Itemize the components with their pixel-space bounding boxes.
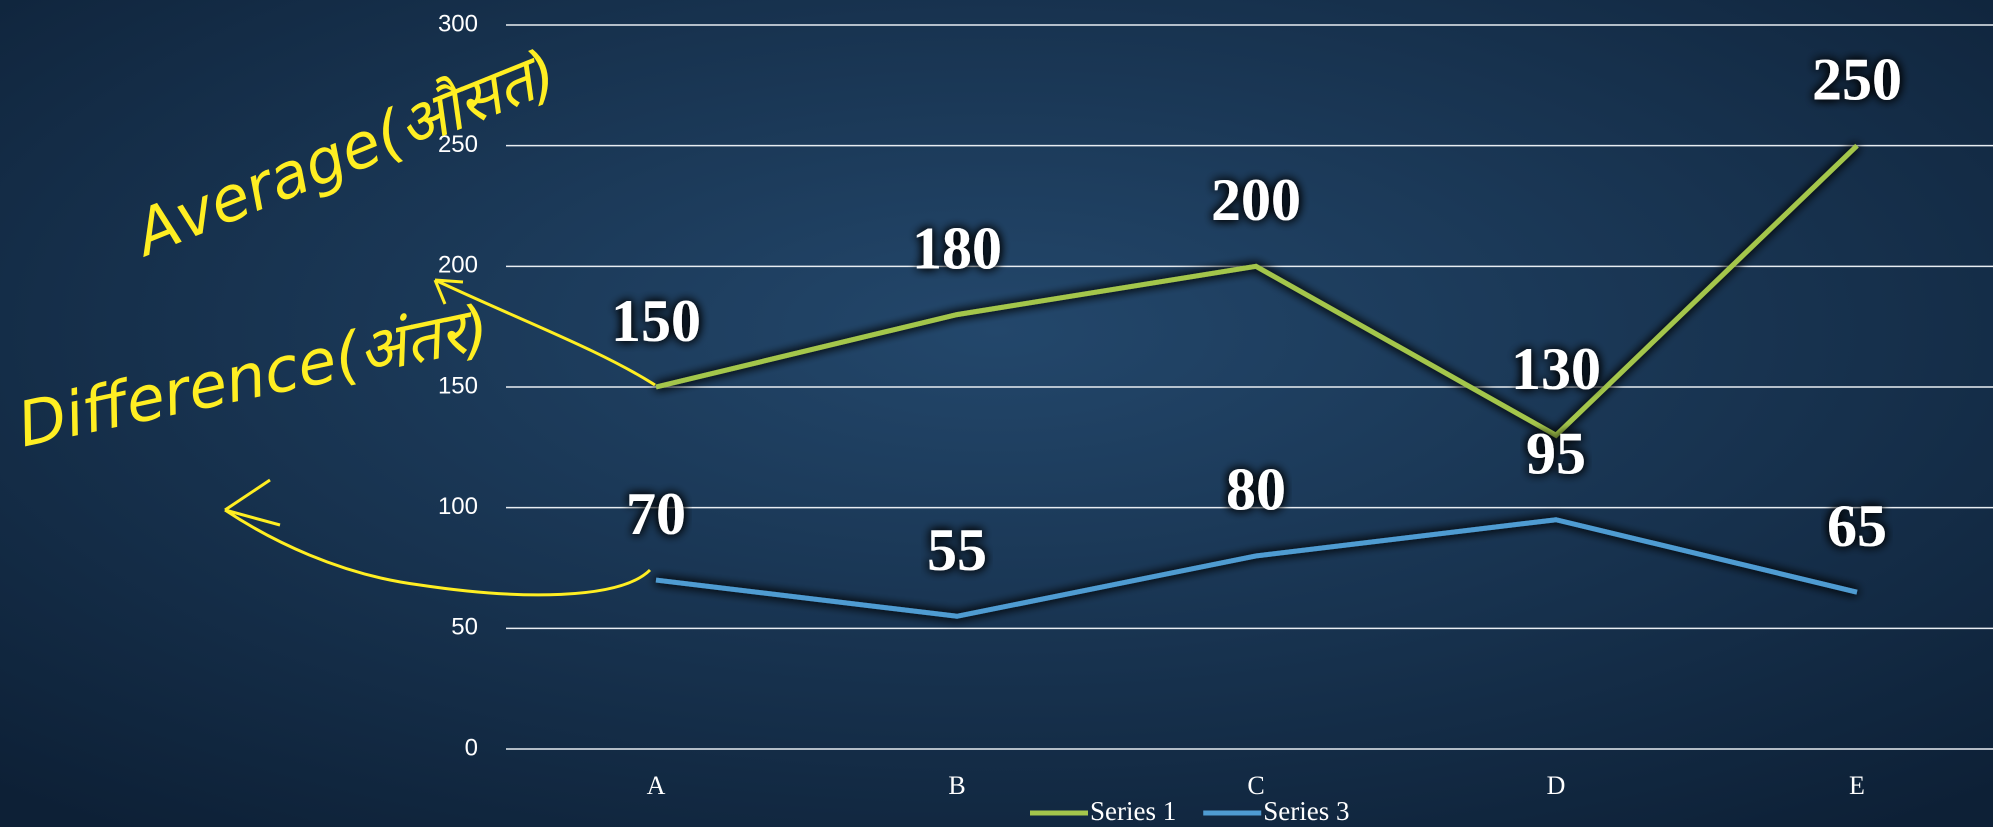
x-tick-label: B (948, 771, 965, 800)
data-label: 70 (626, 481, 686, 547)
y-tick-label: 250 (438, 131, 478, 158)
legend-label: Series 3 (1263, 796, 1349, 826)
annotation-arrow (433, 278, 656, 387)
data-label: 180 (912, 215, 1002, 281)
data-label: 65 (1827, 493, 1887, 559)
data-label: 150 (611, 288, 701, 354)
data-label: 95 (1526, 420, 1586, 486)
x-tick-label: E (1849, 771, 1865, 800)
y-tick-label: 100 (438, 493, 478, 520)
y-tick-label: 150 (438, 372, 478, 399)
y-tick-label: 0 (465, 734, 478, 761)
series-line (655, 517, 1858, 619)
data-label: 80 (1226, 457, 1286, 523)
x-tick-label: C (1247, 771, 1264, 800)
y-tick-label: 200 (438, 252, 478, 279)
x-tick-label: D (1547, 771, 1566, 800)
data-label: 250 (1812, 46, 1902, 112)
annotation-arrow (224, 478, 652, 597)
series-line (655, 143, 1859, 439)
data-label: 55 (927, 517, 987, 583)
legend-label: Series 1 (1090, 796, 1176, 826)
marks: 150 180 200 130 250 70 55 80 95 65 Series 1 Series … (611, 46, 1902, 826)
data-label: 130 (1511, 336, 1601, 402)
y-tick-label: 50 (451, 614, 478, 641)
data-label: 200 (1211, 167, 1301, 233)
y-tick-label: 300 (438, 10, 478, 37)
x-tick-label: A (647, 771, 666, 800)
